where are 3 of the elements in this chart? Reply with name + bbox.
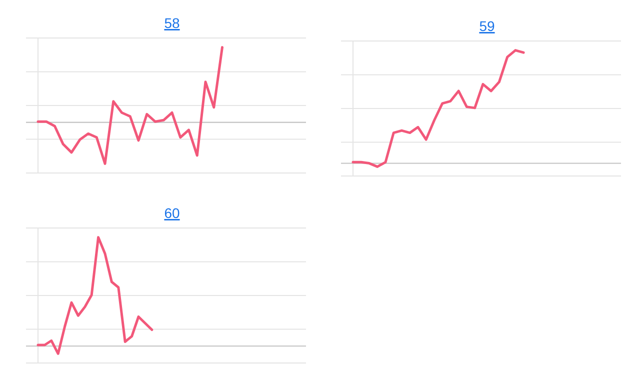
chart-title: 60 — [164, 205, 180, 221]
chart-title: 58 — [164, 15, 180, 31]
chart-title: 59 — [479, 18, 495, 34]
